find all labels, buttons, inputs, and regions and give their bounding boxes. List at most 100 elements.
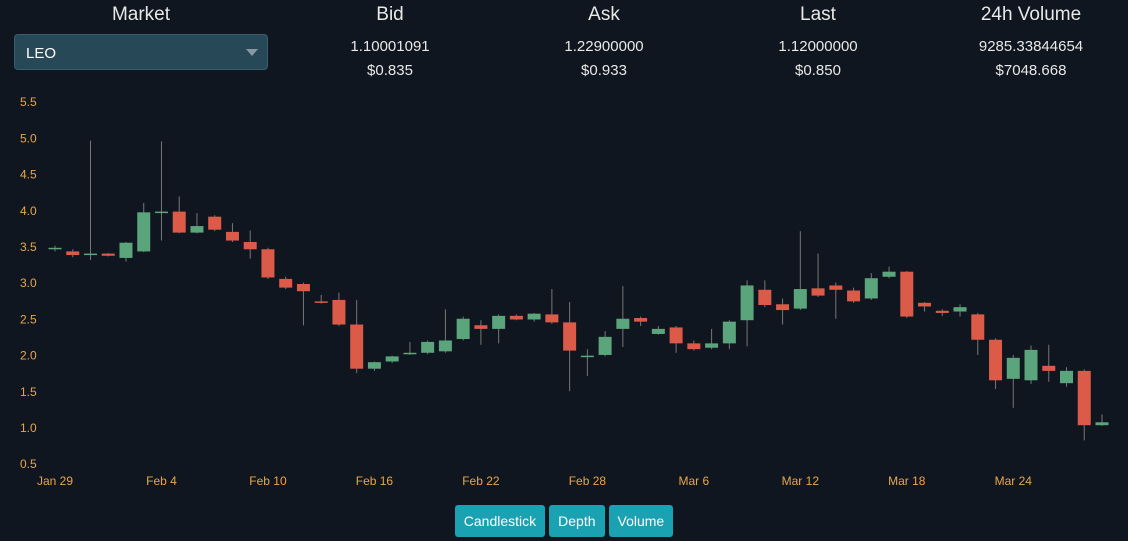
- x-tick-label: Mar 6: [679, 474, 710, 488]
- candle-body: [332, 299, 346, 325]
- candle-body: [83, 253, 97, 256]
- x-tick-label: Mar 12: [782, 474, 820, 488]
- candle-body: [918, 302, 932, 307]
- candle-body: [829, 285, 843, 290]
- y-tick-label: 5.0: [20, 131, 37, 145]
- tab-button[interactable]: Candlestick: [454, 505, 546, 537]
- candle-body: [367, 362, 381, 369]
- candle-body: [971, 314, 985, 340]
- candle-body: [243, 242, 257, 250]
- y-tick-label: 3.5: [20, 240, 37, 254]
- x-tick-label: Feb 4: [146, 474, 177, 488]
- candle-body: [616, 318, 630, 329]
- candle-body: [776, 304, 790, 311]
- candle-body: [261, 249, 275, 278]
- candle-body: [492, 315, 506, 329]
- candle-body: [101, 253, 115, 256]
- candle-body: [722, 321, 736, 344]
- y-tick-label: 1.0: [20, 421, 37, 435]
- candle-body: [740, 285, 754, 321]
- y-tick-label: 3.0: [20, 276, 37, 290]
- stat-usd: $0.933: [581, 62, 627, 79]
- stat-value: 1.12000000: [778, 38, 858, 55]
- candle-body: [403, 352, 417, 355]
- y-tick-label: 0.5: [20, 457, 37, 471]
- market-selected: LEO: [26, 45, 57, 62]
- candle-body: [900, 271, 914, 317]
- candle-body: [314, 301, 328, 303]
- candle-body: [66, 251, 80, 256]
- y-tick-label: 4.5: [20, 168, 37, 182]
- candle-body: [811, 288, 825, 296]
- candle-body: [509, 315, 523, 320]
- candle-body: [598, 336, 612, 355]
- stat-usd: $0.835: [367, 62, 413, 79]
- candle-body: [1095, 422, 1109, 426]
- candle-body: [137, 212, 151, 252]
- y-tick-label: 2.5: [20, 312, 37, 326]
- candle-body: [208, 216, 222, 230]
- stat-value: 1.10001091: [350, 38, 430, 55]
- tab-button[interactable]: Depth: [549, 505, 605, 537]
- candle-body: [1077, 370, 1091, 426]
- candle-body: [935, 310, 949, 313]
- stat-usd: $7048.668: [995, 62, 1067, 79]
- x-tick-label: Feb 22: [462, 474, 500, 488]
- stat-label: Ask: [588, 4, 620, 25]
- candle-body: [385, 356, 399, 362]
- y-tick-label: 2.0: [20, 349, 37, 363]
- candle-body: [279, 278, 293, 288]
- candle-body: [190, 226, 204, 233]
- candle-body: [1042, 365, 1056, 371]
- y-tick-label: 5.5: [20, 95, 37, 109]
- candle-body: [651, 328, 665, 334]
- candle-body: [882, 271, 896, 277]
- candle-body: [1024, 349, 1038, 381]
- market-select[interactable]: LEO: [14, 34, 268, 70]
- dropdown-arrow: [246, 49, 258, 56]
- candle-body: [705, 343, 719, 348]
- x-tick-label: Jan 29: [37, 474, 73, 488]
- stat-label: Last: [800, 4, 836, 25]
- market-label: Market: [111, 4, 171, 25]
- candle-body: [563, 322, 577, 351]
- tab-button[interactable]: Volume: [608, 505, 674, 537]
- candle-body: [456, 318, 470, 340]
- candle-body: [953, 307, 967, 312]
- candle-body: [350, 324, 364, 369]
- candle-body: [1060, 370, 1074, 384]
- candle-body: [527, 313, 541, 320]
- candle-body: [421, 341, 435, 353]
- candle-body: [634, 318, 648, 322]
- candle-body: [1006, 357, 1020, 379]
- tabs: Candlestick Depth Volume: [0, 505, 1128, 537]
- y-tick-label: 4.0: [20, 204, 37, 218]
- candle-body: [847, 290, 861, 302]
- candle-body: [864, 278, 878, 299]
- candle-body: [438, 340, 452, 352]
- candle-body: [119, 242, 133, 258]
- y-tick-label: 1.5: [20, 385, 37, 399]
- x-tick-label: Mar 24: [995, 474, 1033, 488]
- candle-body: [669, 327, 683, 344]
- candle-body: [687, 343, 701, 350]
- x-tick-label: Feb 28: [569, 474, 607, 488]
- stat-value: 9285.33844654: [978, 38, 1084, 55]
- candle-body: [154, 211, 168, 214]
- candle-body: [758, 289, 772, 305]
- candle-body: [474, 325, 488, 329]
- stat-label: Bid: [376, 4, 404, 25]
- stat-value: 1.22900000: [564, 38, 644, 55]
- candle-body: [172, 211, 186, 233]
- candle-body: [48, 247, 62, 250]
- candle-body: [580, 355, 594, 358]
- candle-body: [989, 339, 1003, 381]
- x-tick-label: Feb 16: [356, 474, 394, 488]
- stat-label: 24h Volume: [980, 4, 1082, 25]
- candle-body: [545, 314, 559, 323]
- chart: 0.5 1.0 1.5 2.0 2.5 3.0 3.5 4.0 4.5 5.0 5.5 Jan 29 F…: [20, 95, 1109, 488]
- stat-usd: $0.850: [795, 62, 841, 79]
- x-tick-label: Mar 18: [888, 474, 926, 488]
- candle-body: [225, 231, 239, 241]
